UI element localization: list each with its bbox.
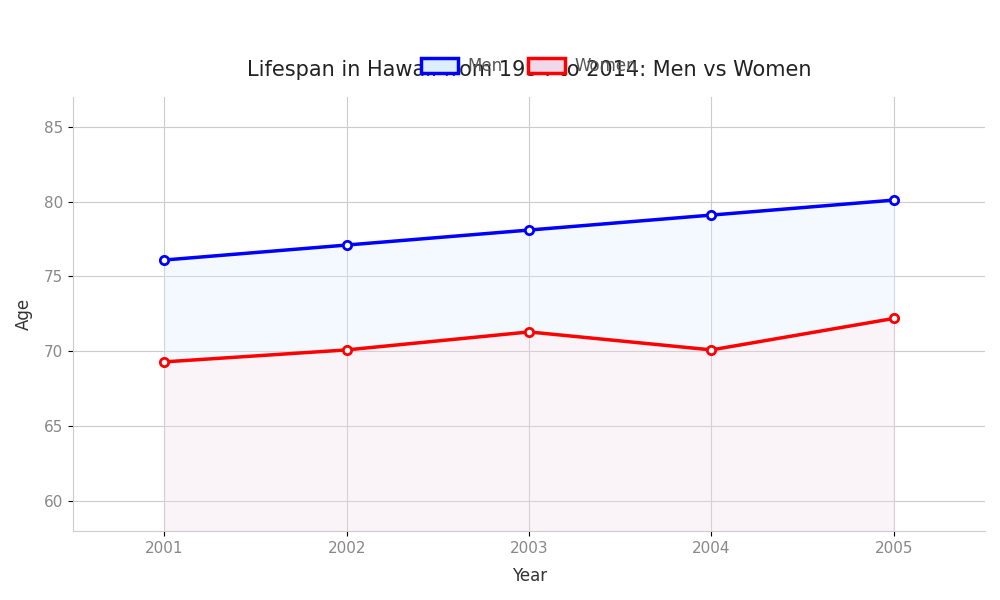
Y-axis label: Age: Age bbox=[15, 298, 33, 330]
X-axis label: Year: Year bbox=[512, 567, 547, 585]
Legend: Men, Women: Men, Women bbox=[413, 49, 645, 83]
Title: Lifespan in Hawaii from 1994 to 2014: Men vs Women: Lifespan in Hawaii from 1994 to 2014: Me… bbox=[247, 60, 811, 80]
